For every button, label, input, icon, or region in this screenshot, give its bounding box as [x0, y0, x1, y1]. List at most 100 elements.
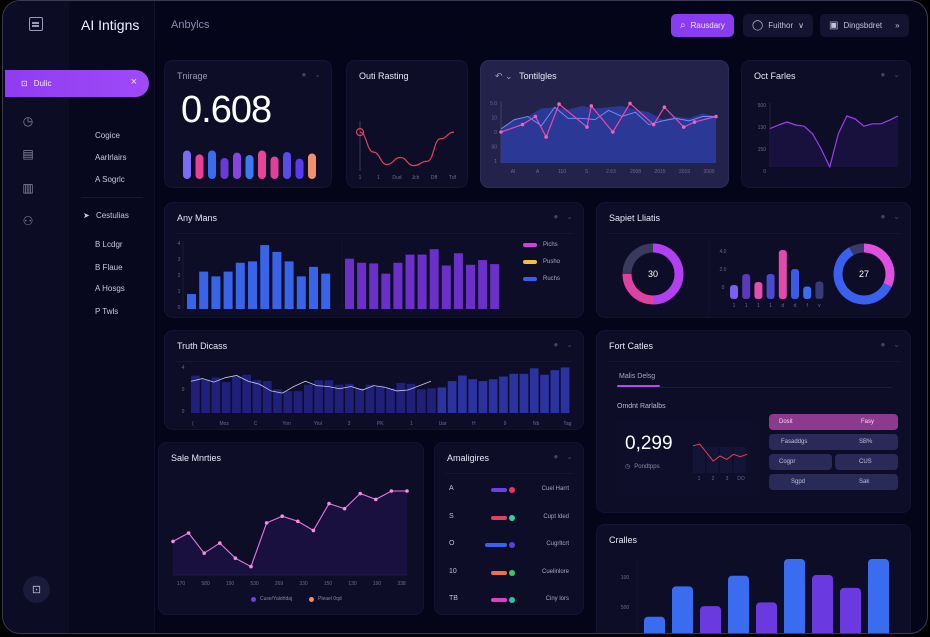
trend-point [611, 130, 615, 134]
list-item[interactable]: S Cupt lded [449, 513, 569, 525]
page-subtitle[interactable]: Anbylcs [171, 19, 210, 31]
kpi-bar [295, 158, 304, 179]
truth-bar [540, 374, 549, 413]
settings-icon[interactable]: ● [301, 70, 307, 79]
outi-line-chart: 1 1 Dud Jch Dff Tdf [355, 121, 457, 181]
truth-bar [529, 368, 539, 413]
sidebar-divider [81, 197, 143, 198]
list-item[interactable]: 10 Cuelinlore [449, 568, 569, 580]
chevron-down-icon[interactable]: ⌄ [566, 452, 573, 461]
donut-segment [622, 243, 654, 275]
trend-point [692, 120, 697, 124]
sidebar-group-cestulias[interactable]: ➤ Cestulias [83, 211, 129, 220]
truth-bar [201, 379, 210, 413]
card-title: Truth Dicass [177, 341, 228, 351]
truth-bar [273, 389, 282, 413]
sale-point [233, 556, 238, 560]
back-icon[interactable]: ↶ ⌄ [495, 71, 513, 81]
settings-icon[interactable]: ● [553, 340, 559, 349]
chevron-down-icon[interactable]: ⌄ [893, 70, 900, 79]
legend-item[interactable]: Ruchs [523, 276, 560, 282]
calendar-icon[interactable]: ▤ [22, 147, 34, 161]
x-tick-label: 190 [226, 581, 235, 587]
table-header[interactable]: Dosit Fasy [769, 414, 898, 430]
dingsbdret-button[interactable]: ▣ Dingsbdret » [820, 14, 909, 37]
logo-icon[interactable] [29, 17, 43, 31]
trend-point [585, 125, 589, 129]
kpi-value: 0.608 [181, 89, 272, 131]
lock-icon[interactable]: ⊡ [23, 576, 50, 603]
x-tick-label: d [794, 303, 797, 309]
x-tick-label: 269 [275, 581, 284, 587]
list-item[interactable]: A Cuel Harrt [449, 485, 569, 497]
settings-icon[interactable]: ● [553, 452, 559, 461]
row-bar [491, 488, 507, 492]
trend-pink-line [500, 102, 717, 139]
chevron-down-icon[interactable]: ⌄ [893, 340, 900, 349]
chevron-down-icon[interactable]: ⌄ [893, 212, 900, 221]
oct-line-chart: 500 130 150 0 [758, 103, 899, 175]
users-icon[interactable]: ⚇ [22, 214, 34, 228]
legend-item[interactable]: Pusho [523, 259, 560, 265]
list-item[interactable]: TB Ciny lors [449, 595, 569, 607]
table-row[interactable]: Sgpd Sak [769, 474, 898, 490]
settings-icon[interactable]: ● [880, 212, 886, 221]
status-dot [509, 569, 515, 576]
truth-bar [252, 380, 262, 413]
sale-point [202, 551, 206, 555]
chevron-down-icon[interactable]: ⌄ [566, 212, 573, 221]
row-bar [485, 543, 507, 547]
sidebar-item-lcdgr[interactable]: B Lcdgr [95, 240, 123, 249]
circle-icon: ◯ [752, 20, 764, 31]
blue-bar [260, 245, 270, 309]
legend-item[interactable]: Pichs [523, 242, 558, 248]
sale-point [264, 521, 269, 525]
sidebar-item-hosgs[interactable]: A Hosgs [95, 284, 125, 293]
truth-bar [458, 375, 467, 413]
donut-center-label: 30 [648, 269, 658, 279]
settings-icon[interactable]: ● [880, 340, 886, 349]
table-row[interactable]: Cogpr [769, 454, 832, 470]
list-item[interactable]: O Cugrltcrt [449, 540, 569, 552]
chevron-down-icon[interactable]: ⌄ [566, 340, 573, 349]
sidebar-item-aarlrlairs[interactable]: Aarlrlairs [95, 153, 127, 162]
rausdary-button[interactable]: ⌕ Rausdary [671, 14, 734, 37]
x-tick-label: Dff [431, 175, 438, 181]
fuithor-dropdown[interactable]: ◯ Fuithor ∨ [743, 14, 813, 37]
sidebar-item-cogice[interactable]: Cogice [95, 131, 120, 140]
table-cell-box[interactable]: CUS [835, 454, 898, 470]
sale-point [358, 491, 362, 496]
sidebar-active-item[interactable]: ⊡ Dulic × [5, 70, 149, 97]
group-label: Cestulias [95, 211, 129, 220]
y-tick-label: 4 [178, 241, 181, 247]
x-tick-label: Tag [563, 421, 571, 427]
card-divider [445, 473, 573, 474]
sidebar-item-twls[interactable]: P Twls [95, 307, 119, 316]
close-icon[interactable]: × [130, 76, 137, 88]
purple-bar [393, 262, 403, 309]
card-tools: ● ⌄ [880, 212, 900, 221]
table-row[interactable]: Fasaddgs SB% [769, 434, 898, 450]
truth-bar [303, 384, 313, 413]
clock-icon[interactable]: ◷ [22, 114, 34, 128]
kpi-value: 0,299 [625, 433, 673, 454]
sidebar-item-asogrlc[interactable]: A Sogrlc [95, 175, 125, 184]
x-tick-label: 190 [373, 581, 382, 587]
sale-point [311, 528, 316, 533]
kpi-bar [308, 153, 316, 179]
chevron-down-icon[interactable]: ⌄ [314, 70, 321, 79]
row-text: Cupt lded [543, 513, 569, 520]
settings-icon[interactable]: ● [880, 70, 886, 79]
x-tick-label: 2008 [630, 169, 641, 175]
legend-item[interactable]: Cuse/Yaldrldaj [251, 596, 292, 602]
row-label: TB [449, 595, 458, 602]
legend-item[interactable]: Pleael 0qd [309, 596, 342, 602]
tab-malis-delsg[interactable]: Malis Delsg [619, 373, 656, 380]
settings-icon[interactable]: ● [553, 212, 559, 221]
truth-bar [519, 373, 529, 413]
card-divider [175, 361, 573, 362]
card-tools: ● ⌄ [553, 212, 573, 221]
briefcase-icon[interactable]: ▥ [22, 181, 34, 195]
sidebar-item-flaue[interactable]: B Flaue [95, 263, 123, 272]
blue-bar [235, 262, 245, 309]
